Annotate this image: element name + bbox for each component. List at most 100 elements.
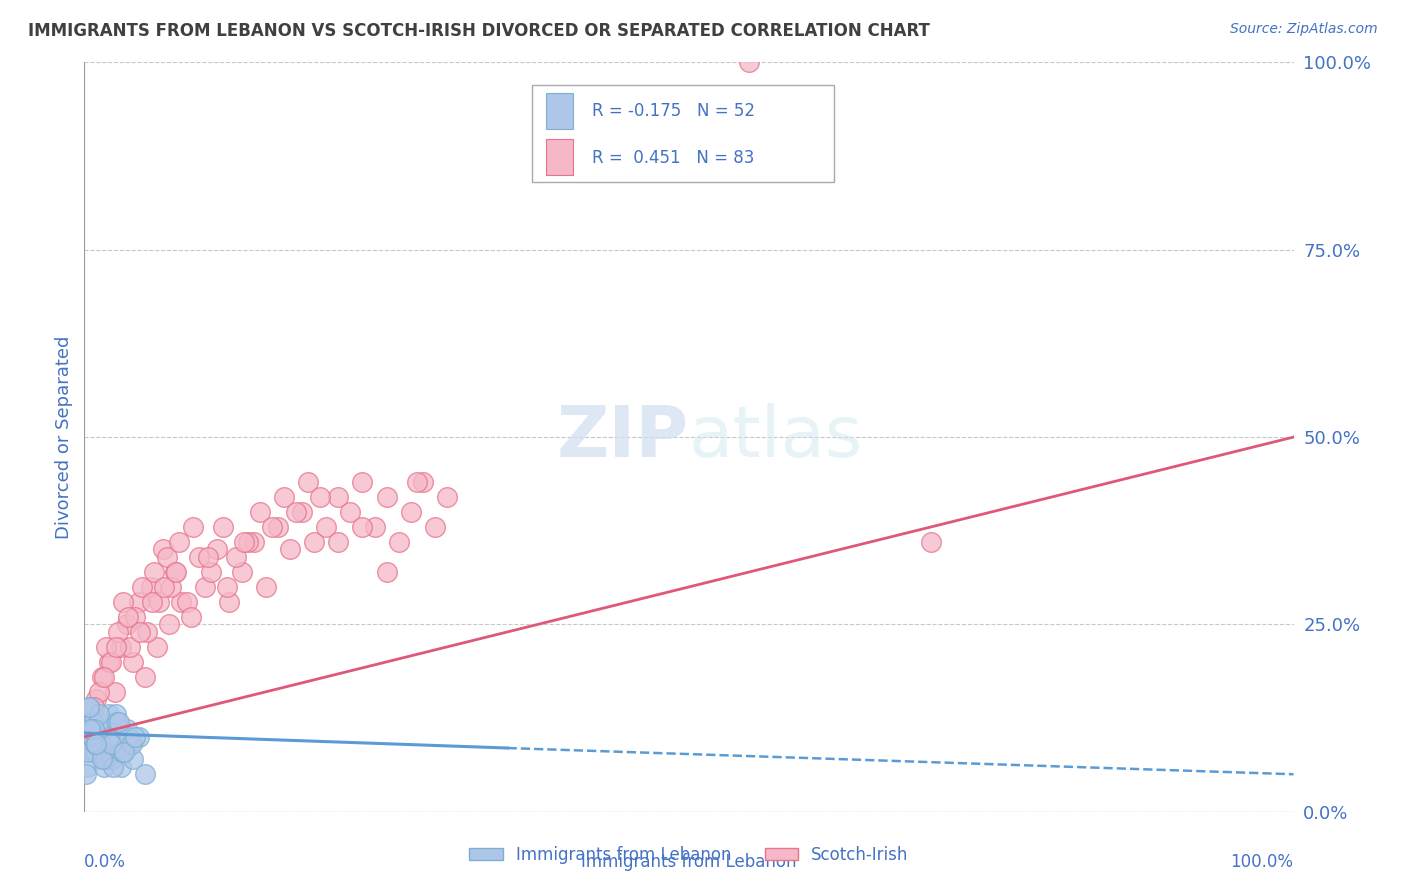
Point — [328, 535, 350, 549]
Point — [86, 692, 108, 706]
Point — [160, 580, 183, 594]
Text: 100.0%: 100.0% — [1230, 853, 1294, 871]
Point — [84, 745, 107, 759]
Point — [87, 685, 110, 699]
Point — [315, 520, 337, 534]
Legend: Immigrants from Lebanon, Scotch-Irish: Immigrants from Lebanon, Scotch-Irish — [463, 839, 915, 871]
Point — [165, 565, 187, 579]
Point — [87, 707, 110, 722]
Point — [124, 610, 146, 624]
Point — [423, 520, 446, 534]
Point — [139, 580, 162, 594]
Point — [215, 580, 238, 594]
Point — [352, 475, 374, 489]
Point — [165, 565, 187, 579]
Point — [363, 520, 385, 534]
Point — [388, 535, 411, 549]
Point — [117, 730, 139, 744]
Point — [200, 565, 222, 579]
Point — [120, 737, 142, 751]
Text: Source: ZipAtlas.com: Source: ZipAtlas.com — [1230, 22, 1378, 37]
Point — [91, 752, 114, 766]
Point — [79, 723, 101, 737]
Point — [86, 737, 108, 751]
Point — [406, 475, 429, 489]
Point — [104, 685, 127, 699]
Point — [77, 730, 100, 744]
Point — [103, 760, 125, 774]
Point — [100, 655, 122, 669]
Y-axis label: Divorced or Separated: Divorced or Separated — [55, 335, 73, 539]
Point — [141, 595, 163, 609]
Point — [77, 699, 100, 714]
Point — [309, 490, 332, 504]
Point — [134, 767, 156, 781]
Point — [117, 610, 139, 624]
Point — [86, 737, 108, 751]
Point — [352, 520, 374, 534]
Point — [101, 752, 124, 766]
Text: atlas: atlas — [689, 402, 863, 472]
Point — [194, 580, 217, 594]
Point — [249, 505, 271, 519]
Point — [104, 730, 127, 744]
Point — [97, 707, 120, 722]
Point — [236, 535, 259, 549]
Text: Immigrants from Lebanon: Immigrants from Lebanon — [581, 853, 797, 871]
Point — [267, 520, 290, 534]
Point — [121, 655, 143, 669]
Point — [180, 610, 202, 624]
Point — [107, 624, 129, 639]
Point — [120, 640, 142, 654]
Point — [167, 535, 190, 549]
Point — [93, 760, 115, 774]
Point — [124, 730, 146, 744]
Point — [82, 714, 104, 729]
Point — [77, 745, 100, 759]
Point — [110, 760, 132, 774]
Point — [212, 520, 235, 534]
Point — [80, 730, 103, 744]
Text: R = -0.175   N = 52: R = -0.175 N = 52 — [592, 103, 755, 120]
Point — [302, 535, 325, 549]
Point — [148, 595, 170, 609]
Point — [98, 737, 121, 751]
Point — [94, 640, 117, 654]
Point — [112, 595, 135, 609]
Point — [111, 745, 134, 759]
Point — [233, 535, 256, 549]
Point — [108, 714, 131, 729]
Point — [100, 752, 122, 766]
Point — [87, 723, 110, 737]
Point — [110, 640, 132, 654]
Point — [291, 505, 314, 519]
Point — [399, 505, 422, 519]
Point — [79, 745, 101, 759]
Point — [112, 745, 135, 759]
Point — [75, 767, 97, 781]
Point — [93, 670, 115, 684]
Text: 0.0%: 0.0% — [84, 853, 127, 871]
Point — [273, 490, 295, 504]
Point — [104, 707, 127, 722]
Point — [121, 737, 143, 751]
Text: ZIP: ZIP — [557, 402, 689, 472]
Point — [115, 723, 138, 737]
Point — [188, 549, 211, 564]
Point — [242, 535, 264, 549]
Point — [231, 565, 253, 579]
Point — [375, 565, 398, 579]
Point — [131, 580, 153, 594]
Point — [129, 624, 152, 639]
Point — [412, 475, 434, 489]
Text: IMMIGRANTS FROM LEBANON VS SCOTCH-IRISH DIVORCED OR SEPARATED CORRELATION CHART: IMMIGRANTS FROM LEBANON VS SCOTCH-IRISH … — [28, 22, 929, 40]
Point — [197, 549, 219, 564]
Point — [76, 760, 98, 774]
Point — [157, 617, 180, 632]
Point — [86, 714, 108, 729]
Point — [297, 475, 319, 489]
Point — [100, 737, 122, 751]
Point — [90, 745, 112, 759]
Point — [94, 723, 117, 737]
Point — [328, 490, 350, 504]
